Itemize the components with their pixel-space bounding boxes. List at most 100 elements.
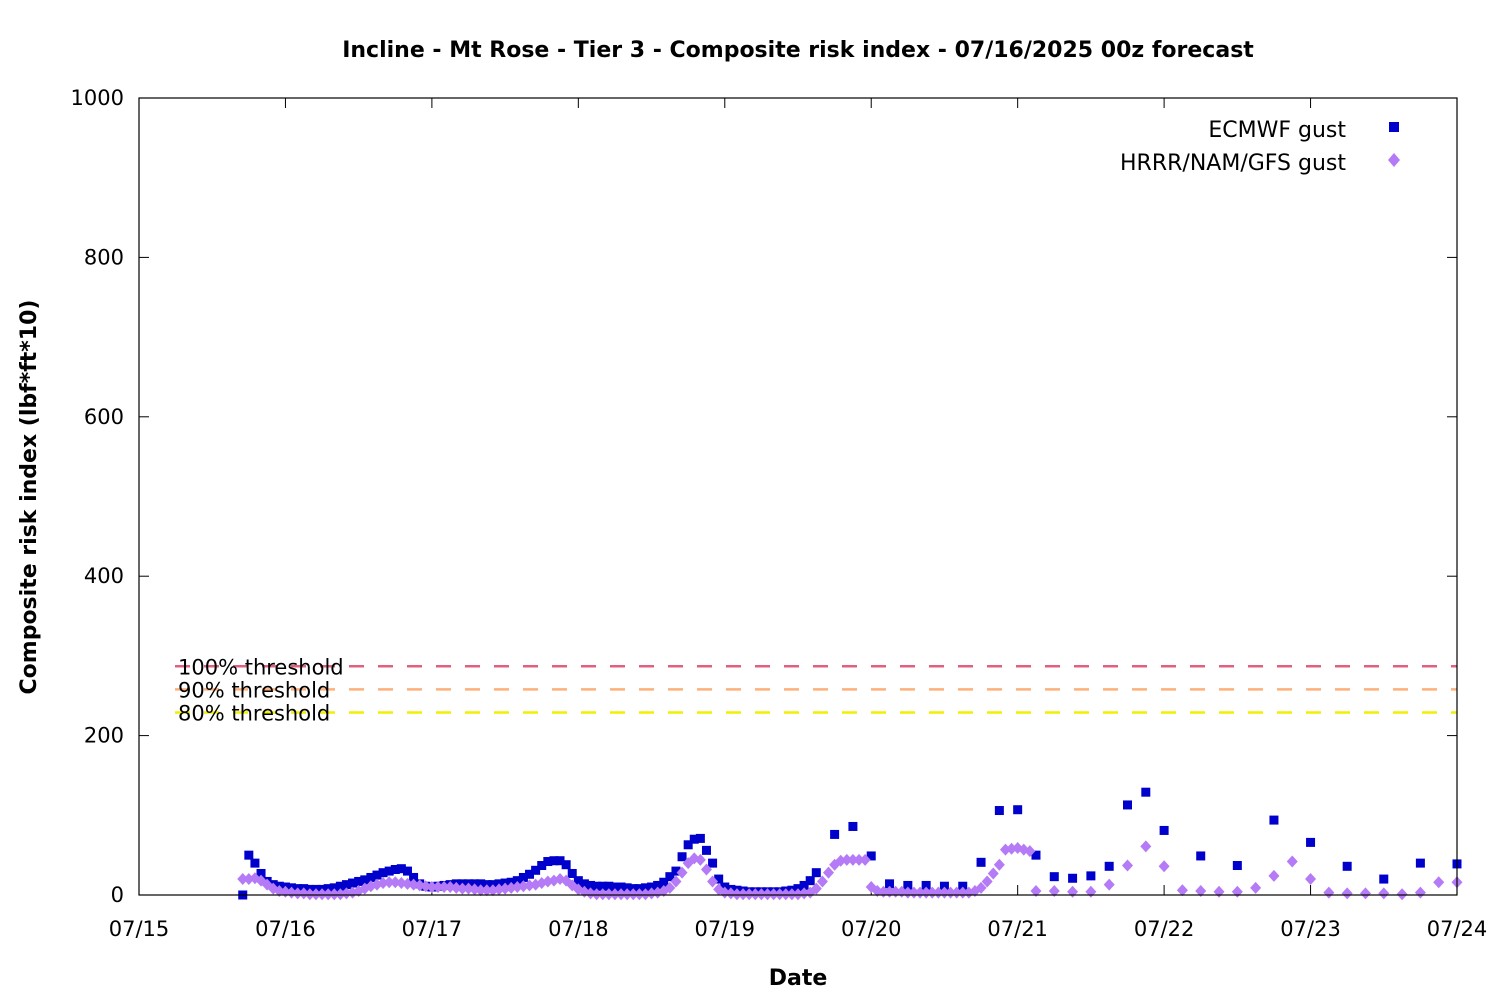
hrrr-point xyxy=(1414,886,1426,899)
ecmwf-point xyxy=(640,883,650,893)
legend-marker-ecmwf xyxy=(1389,122,1399,132)
ecmwf-point xyxy=(866,851,876,861)
hrrr-point xyxy=(1341,887,1353,900)
hrrr-point xyxy=(1103,878,1115,891)
plot-frame xyxy=(138,97,1458,896)
ecmwf-point xyxy=(677,852,687,862)
hrrr-point xyxy=(938,886,950,899)
hrrr-point xyxy=(426,881,438,894)
hrrr-point xyxy=(749,888,761,901)
x-tick-label: 07/20 xyxy=(841,917,902,941)
legend-marker-hrrr xyxy=(1388,153,1400,167)
ecmwf-point xyxy=(396,864,406,874)
hrrr-point xyxy=(932,886,944,899)
ecmwf-point xyxy=(695,833,705,843)
hrrr-point xyxy=(1048,885,1060,898)
hrrr-point xyxy=(1030,885,1042,898)
hrrr-point xyxy=(383,876,395,889)
x-tick-label: 07/16 xyxy=(255,917,316,941)
hrrr-point xyxy=(1122,859,1133,872)
y-tick-label: 1000 xyxy=(71,86,124,110)
ecmwf-point xyxy=(701,845,711,855)
hrrr-point xyxy=(1268,869,1280,882)
hrrr-point xyxy=(816,875,828,888)
hrrr-point xyxy=(1158,860,1170,873)
ecmwf-point xyxy=(939,881,949,891)
hrrr-point xyxy=(1195,885,1207,898)
hrrr-point xyxy=(780,888,792,901)
hrrr-point xyxy=(1018,843,1030,856)
ecmwf-point xyxy=(1196,851,1206,861)
hrrr-point xyxy=(627,888,639,901)
ecmwf-point xyxy=(1159,825,1169,835)
ecmwf-point xyxy=(1342,861,1352,871)
hrrr-point xyxy=(1286,855,1298,868)
ecmwf-point xyxy=(689,834,699,844)
hrrr-point xyxy=(993,858,1005,871)
hrrr-point xyxy=(810,882,822,895)
hrrr-point xyxy=(945,886,957,899)
hrrr-point xyxy=(743,888,755,901)
ecmwf-point xyxy=(714,874,724,884)
hrrr-point xyxy=(847,853,859,866)
y-tick-label: 400 xyxy=(84,564,124,588)
ecmwf-point xyxy=(518,872,528,882)
hrrr-point xyxy=(481,884,493,897)
hrrr-point xyxy=(981,875,993,888)
ecmwf-point xyxy=(921,880,931,890)
hrrr-point xyxy=(755,888,767,901)
hrrr-point xyxy=(1024,845,1036,858)
ecmwf-point xyxy=(598,881,608,891)
hrrr-point xyxy=(1140,840,1152,853)
ecmwf-point xyxy=(348,878,358,888)
ecmwf-point xyxy=(604,881,614,891)
y-tick-label: 200 xyxy=(84,724,124,748)
ecmwf-point xyxy=(561,860,571,870)
ecmwf-point xyxy=(1068,873,1078,883)
hrrr-point xyxy=(237,873,249,886)
ecmwf-point xyxy=(1232,861,1242,871)
hrrr-point xyxy=(1323,886,1335,899)
ecmwf-point xyxy=(244,850,254,860)
hrrr-point xyxy=(1305,873,1317,886)
hrrr-point xyxy=(438,881,450,894)
ecmwf-point xyxy=(555,856,565,866)
hrrr-point xyxy=(975,881,987,894)
ecmwf-point xyxy=(848,821,858,831)
y-axis-label: Composite risk index (lbf*ft*10) xyxy=(17,300,42,695)
ecmwf-point xyxy=(1123,800,1132,810)
hrrr-point xyxy=(322,888,334,901)
x-tick-label: 07/21 xyxy=(987,917,1048,941)
ecmwf-point xyxy=(384,866,394,876)
ecmwf-point xyxy=(799,880,809,890)
y-tick-label: 600 xyxy=(84,405,124,429)
ecmwf-point xyxy=(402,866,412,876)
hrrr-point xyxy=(786,888,798,901)
hrrr-point xyxy=(914,886,926,899)
hrrr-point xyxy=(609,888,621,901)
ecmwf-point xyxy=(708,858,718,868)
hrrr-point xyxy=(731,888,743,901)
axis-ticks: 0 200 400 600 800 1000 07/15 07/16 07/17 07/18 07/… xyxy=(71,86,1488,941)
hrrr-point xyxy=(987,867,999,880)
hrrr-point xyxy=(908,886,920,899)
hrrr-point xyxy=(920,886,932,899)
hrrr-point xyxy=(700,863,712,876)
ecmwf-point xyxy=(647,882,657,892)
x-tick-label: 07/23 xyxy=(1280,917,1341,941)
y-tick-label: 800 xyxy=(84,245,124,269)
ecmwf-point xyxy=(335,881,345,891)
hrrr-point xyxy=(615,888,627,901)
ecmwf-point xyxy=(665,872,675,882)
hrrr-point xyxy=(664,881,676,894)
ecmwf-point xyxy=(653,880,663,890)
ecmwf-point xyxy=(409,872,419,882)
hrrr-point xyxy=(475,884,487,897)
threshold-label: 80% threshold xyxy=(178,701,330,725)
ecmwf-point xyxy=(671,866,681,876)
hrrr-point xyxy=(310,888,322,901)
x-tick-label: 07/15 xyxy=(109,917,170,941)
ecmwf-point xyxy=(994,806,1004,816)
